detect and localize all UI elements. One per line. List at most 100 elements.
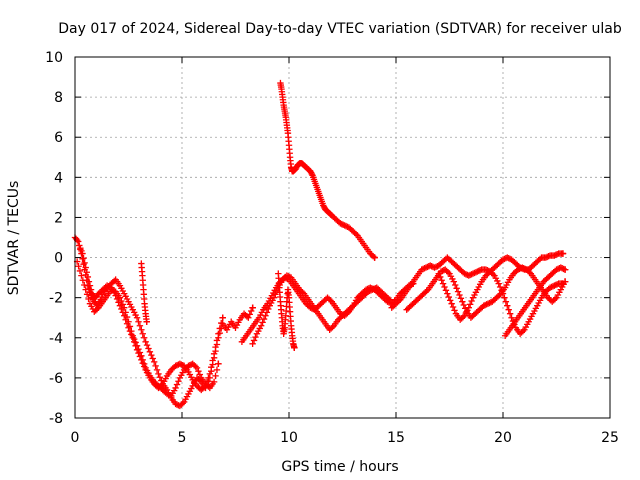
data-point — [123, 320, 131, 327]
data-point — [428, 263, 435, 270]
data-point — [327, 297, 334, 304]
data-point — [192, 363, 199, 370]
data-point — [474, 268, 481, 275]
data-point — [75, 238, 82, 245]
data-point — [209, 357, 216, 364]
data-point — [499, 256, 507, 263]
data-point — [263, 309, 271, 316]
series-mid-cluster-b — [249, 272, 393, 347]
data-point — [83, 291, 91, 298]
data-point — [179, 400, 186, 407]
data-point — [246, 311, 253, 318]
data-point — [163, 390, 171, 398]
data-point — [175, 402, 182, 409]
data-point — [146, 348, 154, 356]
data-point — [81, 259, 88, 267]
data-point — [140, 334, 148, 341]
plot-frame — [74, 56, 611, 419]
data-point — [205, 383, 212, 390]
data-point — [245, 314, 252, 321]
data-point — [202, 382, 209, 390]
data-point — [516, 265, 523, 273]
data-point — [337, 220, 344, 227]
y-tick-label: 2 — [54, 210, 63, 226]
data-point — [442, 287, 450, 294]
series-late-c — [435, 268, 567, 337]
data-point — [481, 301, 489, 309]
y-tick-label: -8 — [49, 411, 63, 427]
x-tick-label: 15 — [387, 430, 405, 446]
data-point — [449, 303, 457, 311]
data-point — [119, 309, 126, 316]
data-point — [86, 282, 94, 289]
data-point — [148, 351, 155, 359]
data-point — [476, 267, 484, 274]
data-point — [219, 314, 226, 321]
data-point — [559, 280, 567, 287]
x-tick-label: 10 — [280, 430, 298, 446]
y-tick-label: -2 — [49, 291, 63, 307]
data-point — [551, 295, 559, 303]
data-point — [203, 378, 211, 386]
data-point — [471, 269, 478, 277]
data-point — [560, 265, 567, 273]
data-point — [472, 269, 480, 276]
data-point — [259, 319, 266, 326]
x-tick-label: 25 — [601, 430, 619, 446]
data-point — [152, 362, 159, 370]
data-point — [249, 340, 256, 347]
data-point — [452, 281, 459, 289]
data-point — [82, 264, 89, 271]
data-point — [551, 282, 558, 289]
data-point — [210, 378, 218, 386]
data-point — [85, 278, 93, 285]
data-point — [113, 295, 121, 303]
data-point — [461, 270, 468, 277]
data-point — [451, 307, 458, 314]
data-point — [364, 288, 372, 295]
data-point — [250, 337, 258, 344]
data-point — [542, 254, 549, 261]
data-point — [453, 285, 460, 292]
data-point — [422, 264, 430, 271]
data-point — [536, 255, 544, 263]
data-point — [480, 302, 487, 309]
data-point — [79, 255, 86, 263]
data-point — [150, 358, 158, 366]
data-point — [553, 266, 560, 273]
data-point — [206, 370, 214, 378]
data-point — [519, 327, 527, 335]
data-point — [81, 281, 88, 289]
data-point — [126, 327, 134, 335]
data-point — [272, 291, 279, 298]
y-tick-label: 10 — [45, 50, 63, 66]
data-point — [561, 266, 569, 273]
data-point — [218, 319, 225, 327]
data-point — [439, 280, 447, 287]
data-point — [145, 345, 152, 352]
data-point — [116, 302, 124, 309]
data-point — [424, 263, 431, 271]
data-point — [545, 253, 552, 260]
series-late-a — [388, 250, 567, 311]
data-point — [195, 368, 202, 375]
y-tick-label: 6 — [54, 130, 63, 146]
data-point — [178, 361, 185, 368]
data-point — [366, 287, 373, 295]
data-point — [457, 295, 465, 302]
data-point — [468, 297, 475, 305]
data-point — [143, 341, 151, 349]
data-point — [140, 363, 148, 370]
data-point — [444, 269, 452, 276]
data-point — [386, 296, 393, 303]
data-point — [454, 288, 462, 295]
data-point — [216, 325, 224, 332]
data-point — [78, 272, 85, 279]
data-point — [466, 301, 474, 308]
data-point — [369, 286, 376, 293]
data-point — [559, 265, 566, 272]
data-point — [554, 265, 562, 273]
data-point — [514, 266, 522, 273]
data-point — [172, 362, 179, 370]
